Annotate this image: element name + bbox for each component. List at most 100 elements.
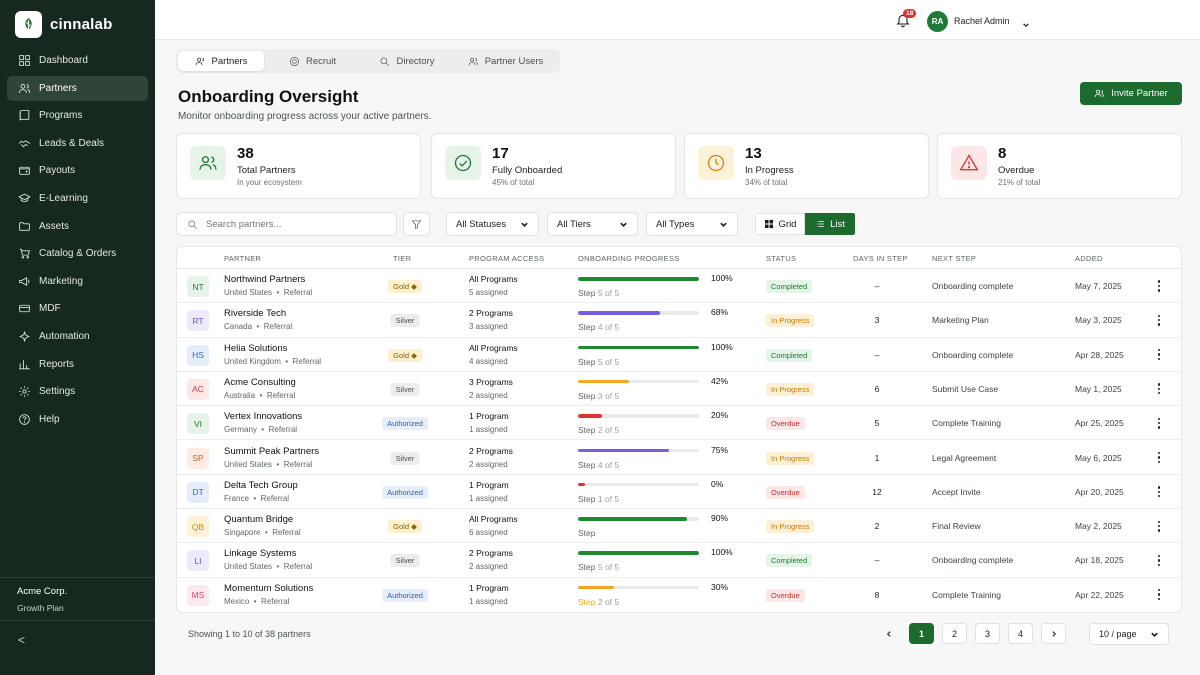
- grid-view-button[interactable]: Grid: [755, 213, 805, 235]
- next-step: Onboarding complete: [932, 555, 1014, 566]
- stat-note: 34% of total: [745, 178, 788, 187]
- search-box[interactable]: [176, 212, 397, 236]
- partner-name[interactable]: Quantum Bridge: [224, 514, 294, 526]
- header-status[interactable]: STATUS: [766, 254, 797, 263]
- page-button-1[interactable]: 1: [909, 623, 934, 644]
- added-date: May 1, 2025: [1075, 383, 1122, 394]
- sidebar-item-dashboard[interactable]: Dashboard: [7, 48, 148, 73]
- table-row[interactable]: AC Acme Consulting Australia • Referral Sil…: [177, 372, 1181, 407]
- page-size-select[interactable]: 10 / page: [1089, 623, 1169, 645]
- page-button-2[interactable]: 2: [942, 623, 967, 644]
- added-date: May 7, 2025: [1075, 281, 1122, 291]
- sidebar-item-label: Automation: [39, 330, 90, 342]
- table-row[interactable]: QB Quantum Bridge Singapore • Referral Gold…: [177, 509, 1181, 544]
- sidebar-item-e-learning[interactable]: E-Learning: [7, 186, 148, 211]
- diamond-icon: ◆: [408, 522, 417, 532]
- sidebar-item-reports[interactable]: Reports: [7, 352, 148, 377]
- sidebar-item-mdf[interactable]: MDF: [7, 296, 148, 321]
- table-row[interactable]: HS Helia Solutions United Kingdom • Referr…: [177, 338, 1181, 372]
- header-program-access[interactable]: PROGRAM ACCESS: [469, 254, 545, 263]
- partners-table: PARTNER TIER PROGRAM ACCESS ONBOARDING P…: [176, 246, 1182, 613]
- header-tier[interactable]: TIER: [393, 254, 412, 263]
- header-added[interactable]: ADDED: [1075, 254, 1103, 263]
- sidebar-item-settings[interactable]: Settings: [7, 379, 148, 404]
- grid-icon: [18, 54, 31, 67]
- search-input[interactable]: [206, 218, 386, 230]
- table-row[interactable]: DT Delta Tech Group France • Referral Autho…: [177, 475, 1181, 510]
- chevron-down-icon[interactable]: [1022, 16, 1030, 34]
- sidebar-item-payouts[interactable]: Payouts: [7, 158, 148, 183]
- partner-meta: Singapore • Referral: [224, 528, 301, 538]
- sidebar-item-programs[interactable]: Programs: [7, 103, 148, 128]
- table-row[interactable]: NT Northwind Partners United States • Refe…: [177, 269, 1181, 304]
- program-access: 2 Programs: [469, 445, 513, 456]
- partner-name[interactable]: Summit Peak Partners: [224, 445, 320, 457]
- sidebar-item-marketing[interactable]: Marketing: [7, 269, 148, 294]
- partner-name[interactable]: Helia Solutions: [224, 342, 288, 354]
- header-days-in-step[interactable]: DAYS IN STEP: [853, 254, 908, 263]
- table-row[interactable]: LI Linkage Systems United States • Referra…: [177, 543, 1181, 578]
- row-menu-icon[interactable]: [1154, 279, 1164, 293]
- table-row[interactable]: VI Vertex Innovations Germany • Referral Au…: [177, 406, 1181, 441]
- progress-step: Step 5 of 5: [578, 357, 619, 367]
- partner-name[interactable]: Momentum Solutions: [224, 582, 314, 594]
- type-filter-select[interactable]: All Types: [646, 212, 738, 236]
- sidebar-item-partners[interactable]: Partners: [7, 75, 148, 101]
- org-info[interactable]: Acme Corp. Growth Plan: [0, 577, 155, 613]
- partner-country: Australia: [224, 390, 256, 400]
- row-menu-icon[interactable]: [1154, 451, 1164, 465]
- filter-button[interactable]: [403, 212, 430, 236]
- tab-partner-users[interactable]: Partner Users: [453, 51, 558, 71]
- partner-meta: United States • Referral: [224, 288, 313, 297]
- sidebar-item-assets[interactable]: Assets: [7, 214, 148, 239]
- page-button-4[interactable]: 4: [1008, 623, 1033, 644]
- row-menu-icon[interactable]: [1154, 553, 1164, 567]
- row-menu-icon[interactable]: [1154, 382, 1164, 396]
- step-word: Step: [578, 288, 596, 298]
- partner-name[interactable]: Riverside Tech: [224, 308, 287, 320]
- user-name[interactable]: Rachel Admin: [954, 16, 1010, 26]
- row-menu-icon[interactable]: [1154, 519, 1164, 533]
- row-menu-icon[interactable]: [1154, 313, 1164, 327]
- next-page-button[interactable]: [1041, 623, 1066, 644]
- tier-filter-select[interactable]: All Tiers: [547, 212, 638, 236]
- header-next-step[interactable]: NEXT STEP: [932, 254, 977, 263]
- sidebar-item-help[interactable]: Help: [7, 407, 148, 432]
- program-access: 1 Program: [469, 479, 509, 490]
- compass-icon: [289, 56, 300, 67]
- header-onboarding-progress[interactable]: ONBOARDING PROGRESS: [578, 254, 680, 263]
- status-badge: Overdue: [766, 485, 805, 499]
- tab-partners[interactable]: Partners: [178, 51, 264, 71]
- partner-name[interactable]: Acme Consulting: [224, 376, 296, 388]
- row-menu-icon[interactable]: [1154, 588, 1164, 602]
- partner-name[interactable]: Delta Tech Group: [224, 479, 298, 491]
- sidebar-item-automation[interactable]: Automation: [7, 324, 148, 349]
- row-menu-icon[interactable]: [1154, 485, 1164, 499]
- row-menu-icon[interactable]: [1154, 416, 1164, 430]
- partner-name[interactable]: Linkage Systems: [224, 548, 297, 560]
- tab-recruit[interactable]: Recruit: [264, 51, 361, 71]
- leaf-logo-icon: [15, 11, 42, 38]
- header-partner[interactable]: PARTNER: [224, 254, 262, 263]
- days-in-step: –: [874, 349, 880, 360]
- status-filter-select[interactable]: All Statuses: [446, 212, 539, 236]
- page-button-3[interactable]: 3: [975, 623, 1000, 644]
- user-group-icon: [195, 56, 206, 67]
- user-avatar[interactable]: RA: [927, 11, 948, 32]
- list-view-button[interactable]: List: [805, 213, 855, 235]
- invite-partner-button[interactable]: Invite Partner: [1080, 82, 1182, 105]
- tier-badge: Silver: [390, 451, 420, 465]
- sidebar-item-catalog-orders[interactable]: Catalog & Orders: [7, 241, 148, 266]
- table-row[interactable]: SP Summit Peak Partners United States • Re…: [177, 441, 1181, 475]
- prev-page-button[interactable]: [876, 623, 901, 644]
- brand[interactable]: cinnalab: [15, 11, 112, 38]
- partner-name[interactable]: Northwind Partners: [224, 274, 306, 285]
- table-row[interactable]: RT Riverside Tech Canada • Referral Silver 2…: [177, 303, 1181, 338]
- partner-name[interactable]: Vertex Innovations: [224, 411, 303, 423]
- sidebar-item-leads-deals[interactable]: Leads & Deals: [7, 131, 148, 156]
- tab-directory[interactable]: Directory: [361, 51, 453, 71]
- chevron-down-icon: [720, 222, 727, 227]
- collapse-sidebar-button[interactable]: <: [0, 620, 155, 659]
- row-menu-icon[interactable]: [1154, 348, 1164, 362]
- table-row[interactable]: MS Momentum Solutions Mexico • Referral Aut…: [177, 578, 1181, 612]
